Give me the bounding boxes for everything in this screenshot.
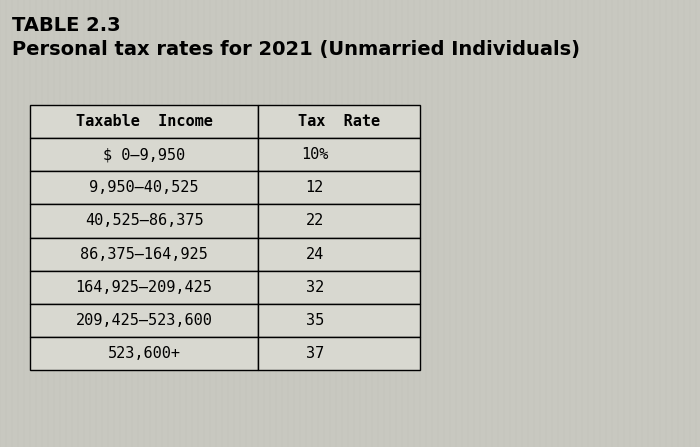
Text: 35: 35 xyxy=(306,313,324,328)
Bar xyxy=(30,304,258,337)
Text: 164,925–209,425: 164,925–209,425 xyxy=(76,280,213,295)
Bar xyxy=(30,237,258,270)
Text: 32: 32 xyxy=(306,280,324,295)
Bar xyxy=(258,105,420,138)
Text: 37: 37 xyxy=(306,346,324,361)
Text: Taxable  Income: Taxable Income xyxy=(76,114,213,129)
Bar xyxy=(258,304,420,337)
Bar xyxy=(30,337,258,370)
Bar xyxy=(258,237,420,270)
Bar xyxy=(258,270,420,304)
Bar xyxy=(30,171,258,204)
Bar xyxy=(30,105,258,138)
Text: 10%: 10% xyxy=(301,147,328,162)
Text: 209,425–523,600: 209,425–523,600 xyxy=(76,313,213,328)
Text: 523,600+: 523,600+ xyxy=(108,346,181,361)
Bar xyxy=(258,171,420,204)
Text: 86,375–164,925: 86,375–164,925 xyxy=(80,247,208,261)
Text: Tax  Rate: Tax Rate xyxy=(298,114,380,129)
Bar xyxy=(30,204,258,237)
Bar xyxy=(258,138,420,171)
Bar xyxy=(258,204,420,237)
Bar xyxy=(258,337,420,370)
Text: 9,950–40,525: 9,950–40,525 xyxy=(90,180,199,195)
Bar xyxy=(30,138,258,171)
Text: 22: 22 xyxy=(306,213,324,228)
Text: TABLE 2.3: TABLE 2.3 xyxy=(12,16,120,35)
Text: $ 0–9,950: $ 0–9,950 xyxy=(103,147,185,162)
Text: Personal tax rates for 2021 (Unmarried Individuals): Personal tax rates for 2021 (Unmarried I… xyxy=(12,40,580,59)
Text: 40,525–86,375: 40,525–86,375 xyxy=(85,213,204,228)
Bar xyxy=(30,270,258,304)
Text: 12: 12 xyxy=(306,180,324,195)
Text: 24: 24 xyxy=(306,247,324,261)
